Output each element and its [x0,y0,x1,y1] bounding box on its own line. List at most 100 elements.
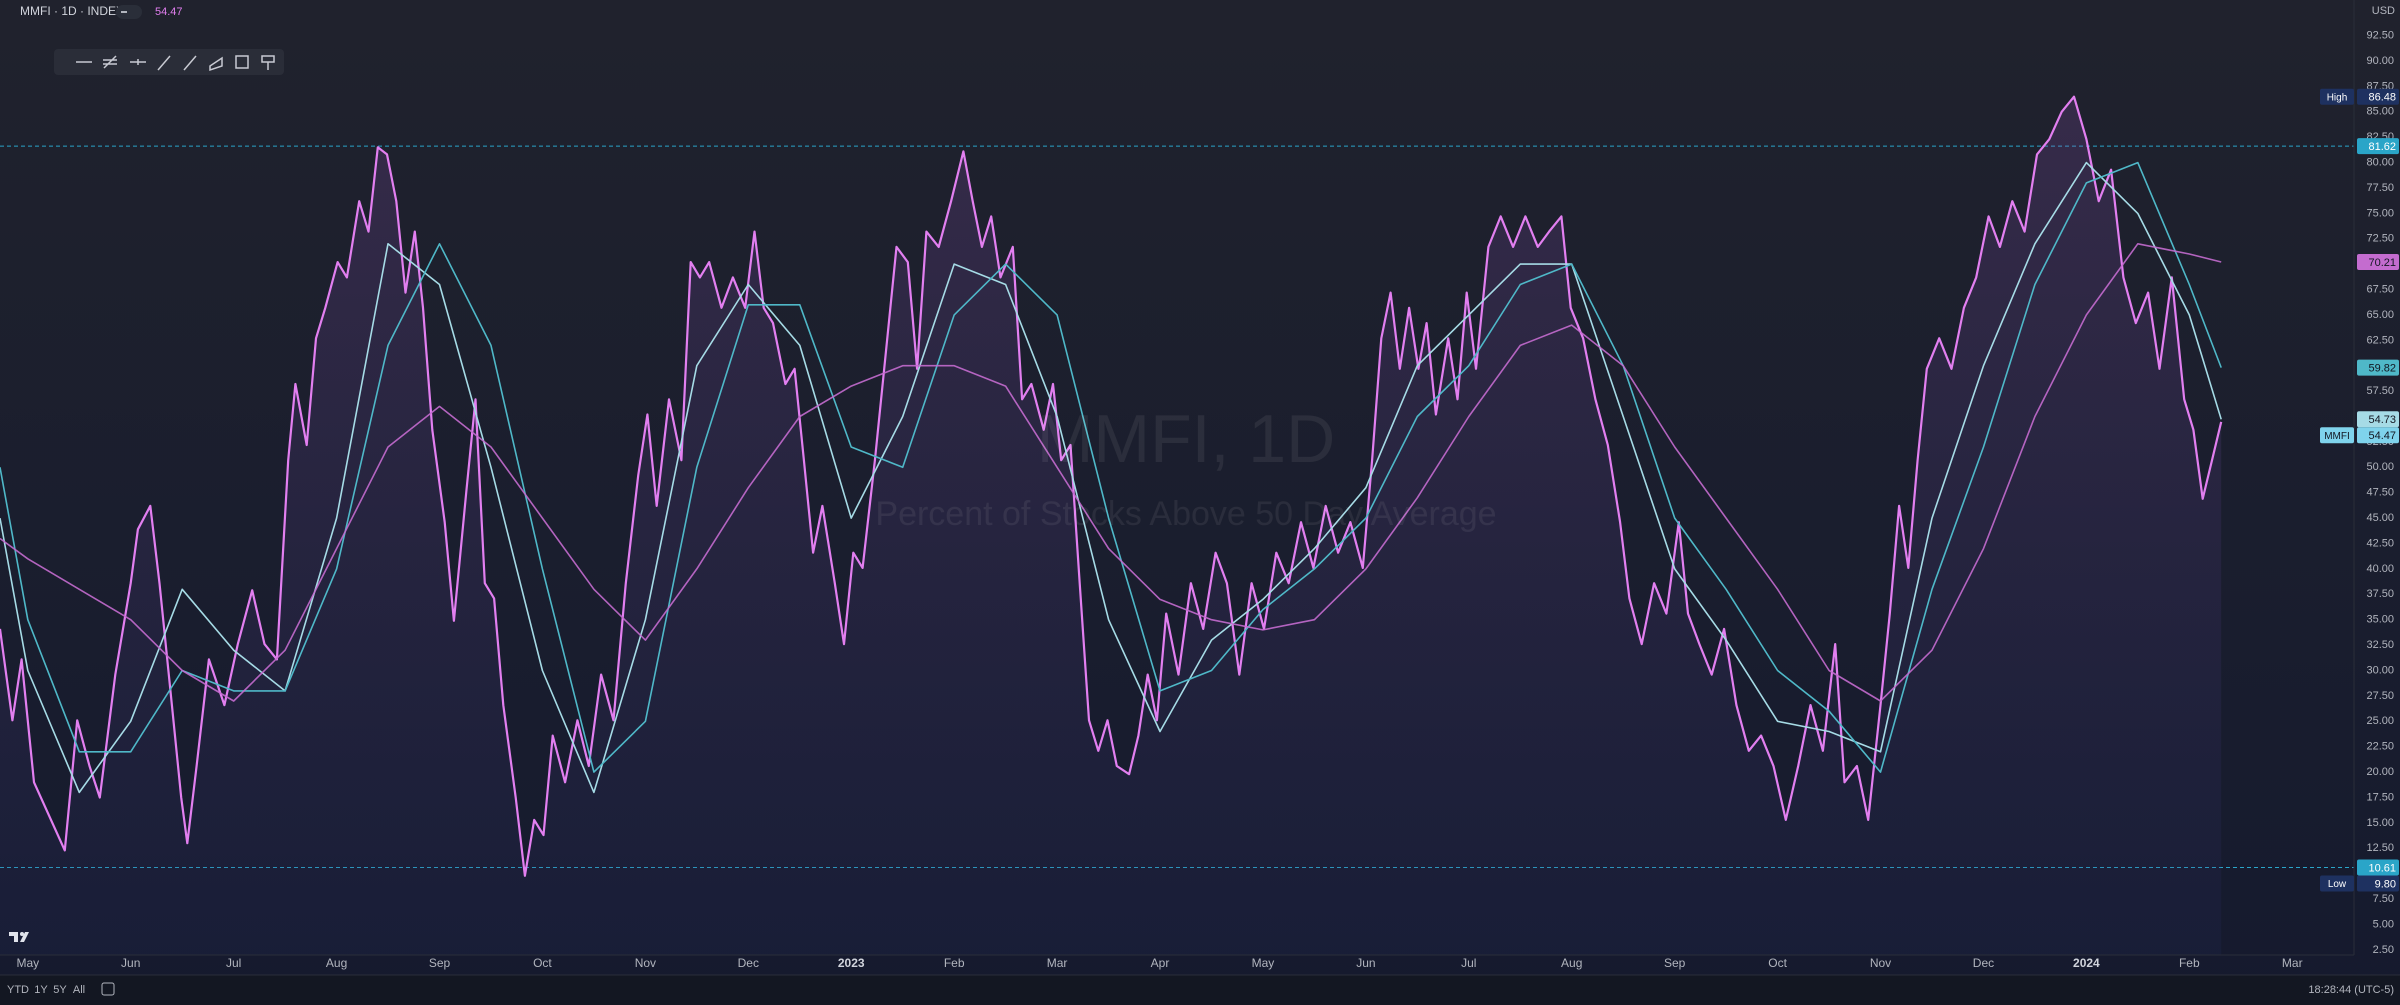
price-label-box [2357,875,2399,892]
tool-icon[interactable] [209,56,223,72]
y-tick-label: 22.50 [2366,741,2394,753]
x-tick-label: May [16,956,39,970]
range-button[interactable]: 1Y [34,984,48,996]
x-tick-label: Sep [429,956,451,970]
logo-part [14,932,18,942]
tool-icon[interactable] [183,55,197,71]
y-tick-label: 7.50 [2373,893,2394,905]
tool-icon[interactable] [103,55,117,69]
x-tick-label: Feb [944,956,965,970]
price-label: 81.62 [2368,141,2396,153]
x-tick-label: Oct [533,956,552,970]
price-label-box [2357,411,2399,428]
bottom-bar [0,975,2400,1005]
x-tick-label: 2023 [838,956,865,970]
range-button[interactable]: All [73,984,85,996]
tool-icon[interactable] [130,59,146,65]
x-tick-label: Apr [1151,956,1170,970]
y-tick-label: 5.00 [2373,918,2394,930]
header-last-value: 54.47 [155,6,183,18]
x-tick-label: Feb [2179,956,2200,970]
y-tick-label: 15.00 [2366,817,2394,829]
y-tick-label: 57.50 [2366,385,2394,397]
y-tick-label: 67.50 [2366,283,2394,295]
logo-part [20,932,29,942]
y-tick-label: 45.00 [2366,512,2394,524]
price-label: 86.48 [2368,92,2396,104]
y-tick-label: 37.50 [2366,588,2394,600]
x-tick-label: Jun [1356,956,1375,970]
x-tick-label: Aug [1561,956,1582,970]
y-tick-label: 17.50 [2366,791,2394,803]
currency: USD [2372,5,2395,17]
date-range-icon[interactable] [101,982,115,996]
range-button[interactable]: 5Y [53,984,67,996]
x-tick-label: Mar [1047,956,1068,970]
x-tick-label: Oct [1768,956,1787,970]
range-button[interactable]: YTD [7,984,29,996]
y-tick-label: 80.00 [2366,156,2394,168]
y-tick-label: 27.50 [2366,690,2394,702]
y-tick-label: 62.50 [2366,334,2394,346]
symbol-title: MMFI · 1D · INDEX [20,4,124,18]
watermark-subtitle: Percent of Stocks Above 50 Day Average [875,495,1496,533]
x-tick-label: Sep [1664,956,1686,970]
price-label: 59.82 [2368,362,2396,374]
x-tick-label: Jun [121,956,140,970]
watermark: MMFI, 1D [1037,401,1335,477]
x-tick-label: Mar [2282,956,2303,970]
price-label-box [2357,859,2399,876]
y-tick-label: 75.00 [2366,207,2394,219]
logo-part [9,932,18,936]
price-label-tag: High [2327,92,2348,103]
y-tick-label: 12.50 [2366,842,2394,854]
y-tick-label: 77.50 [2366,182,2394,194]
tool-icon[interactable] [235,55,249,69]
tool-icon[interactable] [157,55,171,71]
x-tick-label: Dec [1973,956,1994,970]
y-tick-label: 2.50 [2373,944,2394,956]
x-tick-label: 2024 [2073,956,2100,970]
y-tick-label: 85.00 [2366,106,2394,118]
status-pill-icon [121,11,127,13]
price-label-box [2357,254,2399,271]
x-tick-label: Aug [326,956,347,970]
y-tick-label: 42.50 [2366,537,2394,549]
price-label-tag: MMFI [2324,431,2350,442]
y-tick-label: 35.00 [2366,614,2394,626]
clock: 18:28:44 (UTC-5) [2308,984,2394,996]
x-tick-label: Jul [1461,956,1476,970]
status-pill[interactable] [116,5,142,19]
price-label-box [2357,359,2399,376]
y-tick-label: 20.00 [2366,766,2394,778]
tv-logo [9,932,29,942]
price-label-tag-box [2320,875,2354,892]
y-tick-label: 25.00 [2366,715,2394,727]
drawing-toolbar [54,49,284,75]
series-line [0,161,2222,794]
y-tick-label: 47.50 [2366,487,2394,499]
y-tick-label: 92.50 [2366,29,2394,41]
price-label-tag: Low [2328,879,2347,890]
y-tick-label: 72.50 [2366,233,2394,245]
x-tick-label: Nov [1870,956,1891,970]
tool-icon[interactable] [261,55,275,70]
y-tick-label: 32.50 [2366,639,2394,651]
price-label-box [2357,138,2399,155]
price-label-box [2357,88,2399,105]
x-tick-label: Nov [635,956,656,970]
y-tick-label: 50.00 [2366,461,2394,473]
area [0,96,2222,955]
price-label: 70.21 [2368,257,2396,269]
price-label: 54.47 [2368,430,2396,442]
price-label-box [2357,427,2399,444]
y-tick-label: 90.00 [2366,55,2394,67]
x-tick-label: Dec [738,956,759,970]
y-tick-label: 30.00 [2366,664,2394,676]
price-label: 54.73 [2368,414,2396,426]
price-label-tag-box [2320,427,2354,444]
price-label-tag-box [2320,88,2354,105]
logo-part [20,932,24,936]
